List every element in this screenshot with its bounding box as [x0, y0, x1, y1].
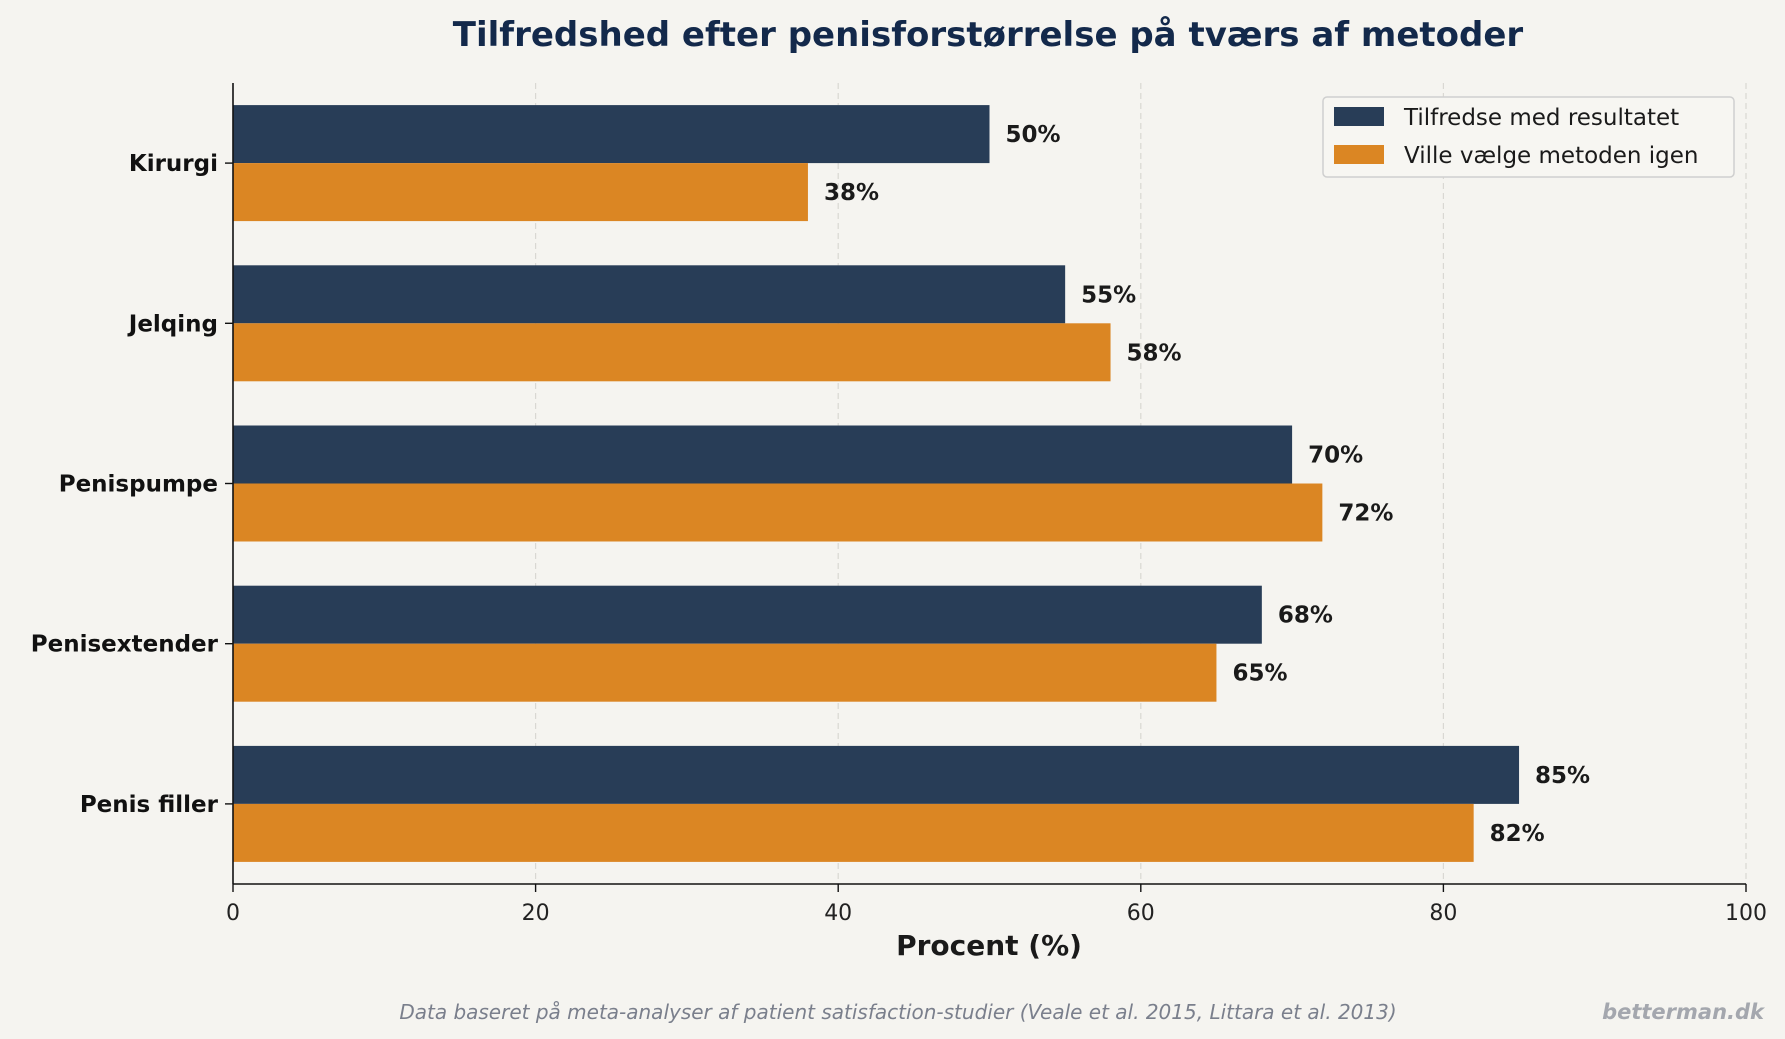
brand-watermark: betterman.dk: [1602, 1000, 1766, 1024]
x-tick-label: 20: [522, 901, 550, 926]
value-label: 72%: [1338, 501, 1393, 527]
x-axis-ticks: 0 20 40 60 80 100: [226, 884, 1767, 926]
footnote: Data baseret på meta-analyser af patient…: [399, 1000, 1396, 1024]
value-label: 55%: [1081, 282, 1136, 308]
value-label: 85%: [1535, 763, 1590, 789]
category-label-penis-filler: Penis filler: [80, 792, 219, 818]
legend-frame: [1322, 96, 1735, 178]
legend-swatch-would-choose-again: [1334, 145, 1384, 164]
value-label: 70%: [1308, 443, 1363, 469]
chart-title: Tilfredshed efter penisforstørrelse på t…: [453, 15, 1524, 55]
bar-penisextender-series-1: [233, 585, 1262, 644]
bar-penisextender-series-2: [233, 643, 1217, 702]
bar-penispumpe-series-1: [233, 425, 1293, 484]
legend-label-would-choose-again: Ville vælge metoden igen: [1404, 143, 1699, 169]
x-tick-label: 60: [1127, 901, 1155, 926]
x-axis-label: Procent (%): [896, 929, 1082, 962]
category-label-penispumpe: Penispumpe: [59, 472, 218, 498]
x-tick-label: 100: [1725, 901, 1767, 926]
category-label-jelqing: Jelqing: [127, 311, 218, 337]
bar-jelqing-series-1: [233, 265, 1066, 324]
bars: [233, 105, 1520, 862]
category-labels: Kirurgi Jelqing Penispumpe Penisextender Pen…: [31, 151, 233, 818]
x-tick-label: 40: [824, 901, 852, 926]
bar-penis-filler-series-2: [233, 803, 1474, 862]
value-label: 65%: [1232, 661, 1287, 687]
value-label: 38%: [824, 180, 879, 206]
value-label: 82%: [1490, 821, 1545, 847]
x-tick-label: 0: [226, 901, 240, 926]
x-tick-label: 80: [1429, 901, 1457, 926]
value-label: 58%: [1127, 340, 1182, 366]
bar-kirurgi-series-1: [233, 105, 990, 164]
legend-swatch-satisfied: [1334, 107, 1384, 126]
value-label: 50%: [1006, 122, 1061, 148]
bar-kirurgi-series-2: [233, 163, 808, 222]
bar-penis-filler-series-1: [233, 745, 1520, 804]
category-label-kirurgi: Kirurgi: [129, 151, 218, 177]
category-label-penisextender: Penisextender: [31, 632, 219, 658]
value-label: 68%: [1278, 603, 1333, 629]
value-labels: 50% 38% 55% 58% 70% 72% 68% 65% 85% 82%: [824, 122, 1590, 847]
bar-penispumpe-series-2: [233, 483, 1323, 542]
legend-label-satisfied: Tilfredse med resultatet: [1403, 105, 1679, 131]
legend: Tilfredse med resultatet Ville vælge met…: [1322, 96, 1735, 178]
bar-jelqing-series-2: [233, 323, 1111, 382]
